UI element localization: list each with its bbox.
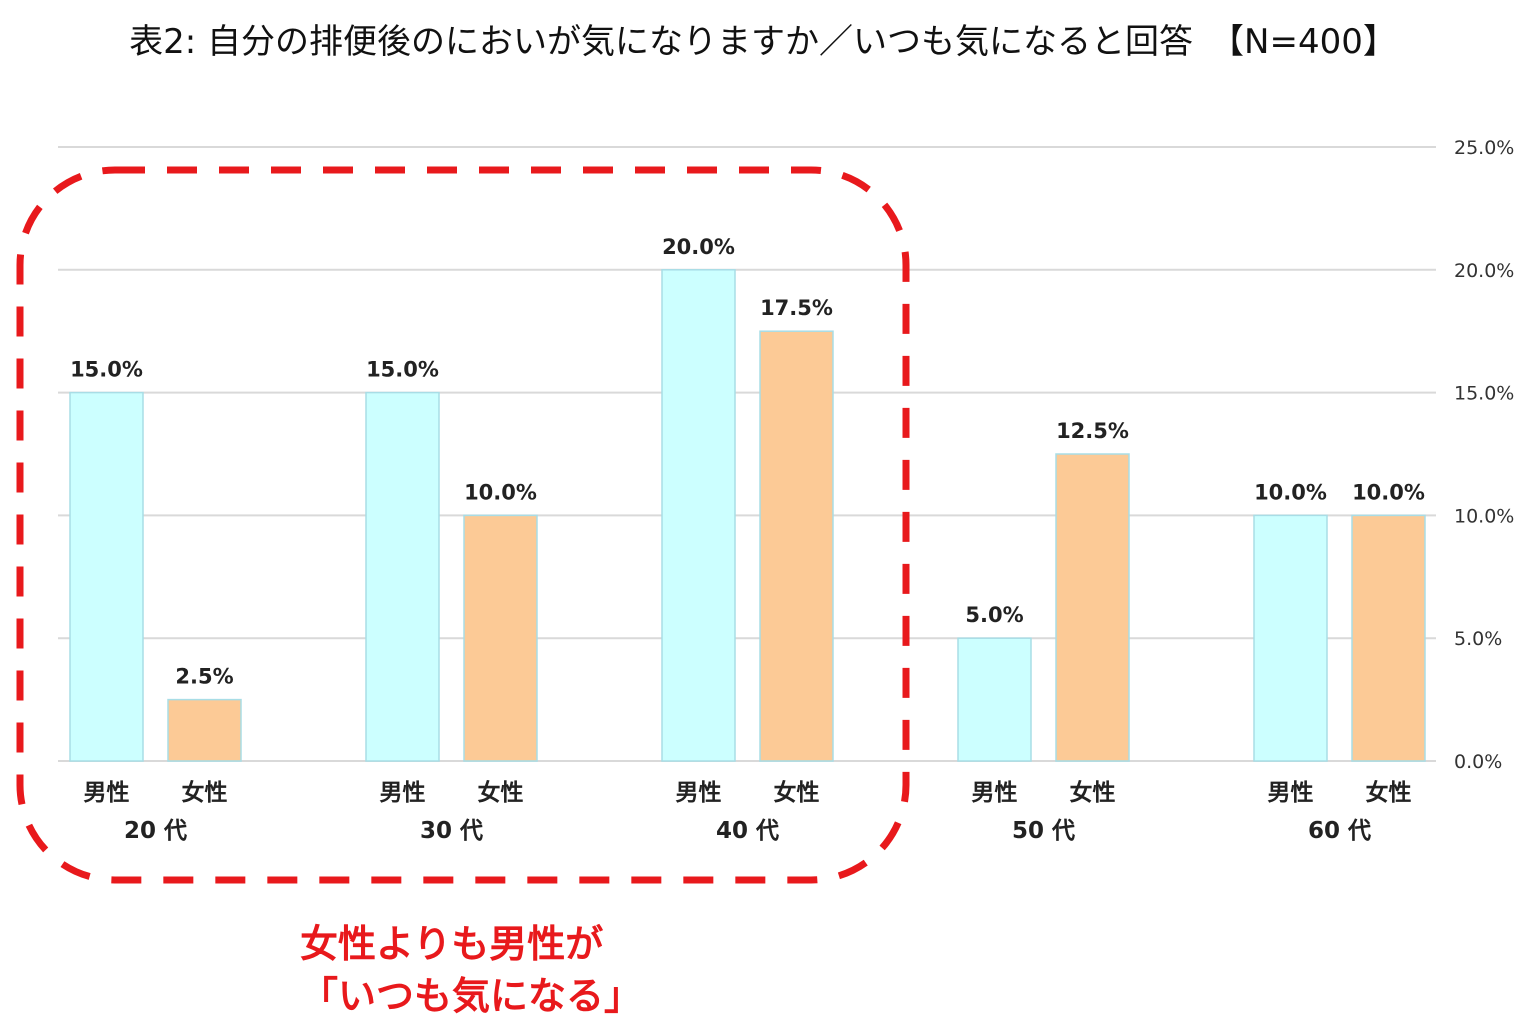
data-label: 17.5% — [760, 296, 833, 320]
y-tick-label: 25.0% — [1454, 137, 1514, 159]
bar-male-3 — [957, 637, 1032, 762]
x-sublabel: 男性 — [84, 780, 130, 806]
y-tick-label: 0.0% — [1454, 751, 1502, 773]
data-labels: 15.0% 2.5% 15.0% 10.0% 20.0% 17.5% 5.0% 12.5% 10… — [70, 235, 1425, 689]
y-axis-ticks: 0.0% 5.0% 10.0% 15.0% 20.0% 25.0% — [1454, 137, 1514, 773]
bar-female-1 — [463, 514, 538, 762]
data-label: 10.0% — [1254, 480, 1327, 504]
data-label: 15.0% — [70, 358, 143, 382]
bar-male-1 — [365, 391, 440, 762]
data-label: 5.0% — [965, 603, 1023, 627]
y-tick-label: 20.0% — [1454, 260, 1514, 282]
x-category-label: 60 代 — [1308, 818, 1371, 844]
data-label: 12.5% — [1056, 419, 1129, 443]
x-sublabel: 女性 — [774, 779, 820, 806]
x-sublabel: 女性 — [478, 779, 524, 806]
x-category-label: 20 代 — [124, 818, 187, 844]
bar-male-2 — [661, 269, 736, 762]
x-category-label: 50 代 — [1012, 818, 1075, 844]
data-label: 15.0% — [366, 358, 439, 382]
bars — [69, 269, 1426, 762]
chart-title: 表2: 自分の排便後のにおいが気になりますか／いつも気になると回答 【N=400… — [129, 22, 1397, 62]
y-tick-label: 5.0% — [1454, 628, 1502, 650]
x-category-label: 30 代 — [420, 818, 483, 844]
data-label: 20.0% — [662, 235, 735, 259]
bar-female-2 — [759, 330, 834, 762]
x-sublabel: 男性 — [676, 780, 722, 806]
bar-male-0 — [69, 391, 144, 762]
y-tick-label: 10.0% — [1454, 505, 1514, 527]
highlight-box — [16, 166, 910, 884]
x-axis-labels: 男性 女性 20 代 男性 女性 30 代 男性 女性 40 代 男性 女性 50 代 男性 女性 60 代 — [84, 779, 1412, 844]
bar-female-4 — [1351, 514, 1426, 762]
x-sublabel: 女性 — [1070, 779, 1116, 806]
callout-line-2: 「いつも気になる」 — [300, 974, 643, 1018]
x-sublabel: 女性 — [182, 779, 228, 806]
grid-lines — [58, 146, 1436, 762]
bar-male-4 — [1253, 514, 1328, 762]
callout-text: 女性よりも男性が 「いつも気になる」 — [300, 918, 642, 1022]
y-tick-label: 15.0% — [1454, 383, 1514, 405]
bar-female-3 — [1055, 453, 1130, 762]
data-label: 10.0% — [464, 480, 537, 504]
x-sublabel: 男性 — [1268, 780, 1314, 806]
x-sublabel: 男性 — [380, 780, 426, 806]
bar-female-0 — [167, 698, 242, 762]
data-label: 2.5% — [175, 665, 233, 689]
x-category-label: 40 代 — [716, 818, 779, 844]
data-label: 10.0% — [1352, 480, 1425, 504]
callout-line-1: 女性よりも男性が — [300, 922, 604, 966]
x-sublabel: 男性 — [972, 780, 1018, 806]
x-sublabel: 女性 — [1366, 779, 1412, 806]
